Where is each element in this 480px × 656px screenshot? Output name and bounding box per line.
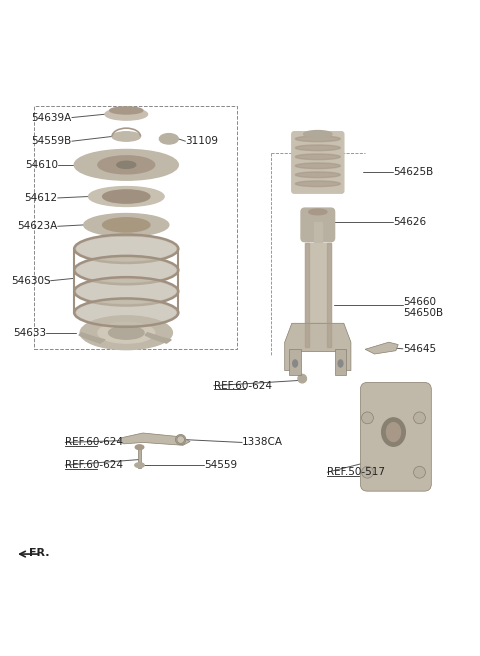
Ellipse shape bbox=[361, 412, 373, 424]
Text: 54612: 54612 bbox=[24, 193, 58, 203]
Text: REF.50-517: REF.50-517 bbox=[327, 467, 385, 478]
Bar bbox=[335, 349, 346, 375]
Text: 54559B: 54559B bbox=[32, 136, 72, 146]
FancyBboxPatch shape bbox=[301, 208, 335, 241]
Ellipse shape bbox=[74, 150, 178, 180]
Ellipse shape bbox=[75, 236, 177, 262]
Text: 54633: 54633 bbox=[13, 328, 46, 338]
Ellipse shape bbox=[159, 134, 178, 144]
Ellipse shape bbox=[386, 422, 401, 441]
Polygon shape bbox=[79, 333, 105, 343]
FancyBboxPatch shape bbox=[292, 132, 344, 194]
Text: 54660: 54660 bbox=[403, 297, 436, 307]
Text: REF.60-624: REF.60-624 bbox=[65, 460, 123, 470]
Ellipse shape bbox=[298, 375, 306, 383]
Ellipse shape bbox=[295, 136, 340, 142]
Ellipse shape bbox=[414, 466, 425, 478]
Ellipse shape bbox=[176, 434, 186, 445]
Ellipse shape bbox=[103, 218, 150, 232]
Ellipse shape bbox=[309, 209, 327, 215]
Ellipse shape bbox=[295, 163, 340, 169]
Ellipse shape bbox=[84, 214, 169, 236]
Ellipse shape bbox=[110, 107, 143, 114]
Ellipse shape bbox=[112, 132, 141, 141]
Ellipse shape bbox=[295, 181, 340, 186]
Ellipse shape bbox=[98, 156, 155, 174]
Ellipse shape bbox=[75, 300, 177, 325]
Text: 31109: 31109 bbox=[185, 136, 218, 146]
Ellipse shape bbox=[382, 418, 405, 446]
Ellipse shape bbox=[295, 172, 340, 178]
Text: 54630S: 54630S bbox=[11, 276, 50, 286]
Text: FR.: FR. bbox=[29, 548, 50, 558]
Polygon shape bbox=[285, 323, 351, 371]
Polygon shape bbox=[145, 333, 171, 343]
Ellipse shape bbox=[293, 360, 298, 367]
FancyBboxPatch shape bbox=[360, 382, 432, 491]
Polygon shape bbox=[365, 342, 398, 354]
Bar bbox=[314, 222, 322, 243]
Ellipse shape bbox=[295, 145, 340, 151]
Ellipse shape bbox=[108, 326, 144, 339]
Bar bbox=[305, 243, 309, 347]
Text: 54610: 54610 bbox=[24, 160, 58, 170]
Ellipse shape bbox=[117, 161, 136, 169]
Ellipse shape bbox=[295, 154, 340, 159]
Bar bbox=[327, 243, 331, 347]
Text: 54645: 54645 bbox=[403, 344, 436, 354]
Text: REF.60-624: REF.60-624 bbox=[65, 438, 123, 447]
Ellipse shape bbox=[80, 316, 172, 350]
Polygon shape bbox=[138, 447, 141, 468]
Ellipse shape bbox=[361, 466, 373, 478]
Ellipse shape bbox=[414, 412, 425, 424]
Text: 54625B: 54625B bbox=[394, 167, 434, 177]
Text: 54559: 54559 bbox=[204, 460, 238, 470]
Ellipse shape bbox=[75, 257, 177, 283]
Ellipse shape bbox=[103, 190, 150, 203]
Ellipse shape bbox=[177, 436, 184, 443]
Text: 54623A: 54623A bbox=[17, 221, 58, 232]
Bar bbox=[289, 349, 301, 375]
Ellipse shape bbox=[75, 278, 177, 304]
Ellipse shape bbox=[338, 360, 343, 367]
Bar bbox=[305, 243, 331, 347]
Ellipse shape bbox=[98, 322, 155, 343]
Text: 54626: 54626 bbox=[394, 216, 427, 226]
Ellipse shape bbox=[135, 445, 144, 449]
Text: 1338CA: 1338CA bbox=[242, 438, 283, 447]
Ellipse shape bbox=[135, 462, 144, 468]
Ellipse shape bbox=[88, 186, 164, 207]
Ellipse shape bbox=[304, 131, 332, 138]
Text: REF.60-624: REF.60-624 bbox=[214, 380, 272, 391]
Ellipse shape bbox=[105, 108, 147, 120]
Text: 54639A: 54639A bbox=[32, 113, 72, 123]
Text: 54650B: 54650B bbox=[403, 308, 443, 318]
Polygon shape bbox=[119, 433, 190, 445]
